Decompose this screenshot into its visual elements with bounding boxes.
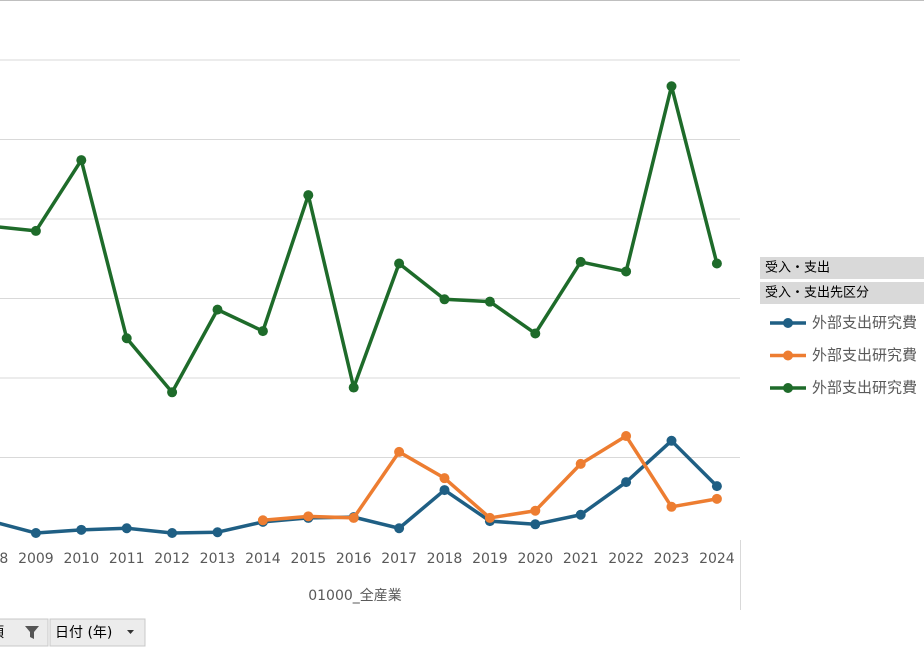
x-tick-label: 2024 (699, 551, 735, 567)
legend-label[interactable]: 外部支出研究費 (812, 314, 917, 332)
x-tick-label: 2009 (18, 551, 54, 567)
x-tick-label: 2010 (63, 551, 99, 567)
data-point (121, 333, 132, 344)
data-point (257, 326, 268, 337)
data-point (711, 258, 722, 269)
x-tick-label: 2017 (381, 551, 417, 567)
data-point (394, 446, 405, 457)
field-buttons: 項 日付 (年) (0, 618, 146, 647)
data-point (530, 505, 541, 516)
data-point (303, 511, 314, 522)
x-axis-title: 01000_全産業 (308, 587, 402, 604)
data-point (167, 528, 178, 539)
data-point (212, 527, 223, 538)
data-point (711, 493, 722, 504)
data-point (76, 524, 87, 535)
field-button[interactable] (0, 618, 49, 647)
data-point (530, 328, 541, 339)
legend-label[interactable]: 外部支出研究費 (812, 346, 917, 364)
data-point (575, 458, 586, 469)
x-tick-label: 2020 (517, 551, 553, 567)
x-tick-label: 2018 (427, 551, 463, 567)
data-point (394, 523, 405, 534)
x-tick-label: 2011 (109, 551, 145, 567)
data-point (439, 485, 450, 496)
field-button-label: 項 (0, 625, 4, 641)
dropdown-arrow (127, 630, 134, 634)
legend-header-bg (760, 257, 924, 279)
data-point (575, 509, 586, 520)
data-point (484, 512, 495, 523)
x-tick-label: 2012 (154, 551, 190, 567)
data-point (348, 512, 359, 523)
x-tick-label: 2016 (336, 551, 372, 567)
data-point (167, 387, 178, 398)
legend-marker (783, 350, 793, 361)
data-point (666, 435, 677, 446)
legend: 受入・支出 受入・支出先区分 (760, 257, 924, 304)
data-point (348, 382, 359, 393)
data-point (621, 431, 632, 442)
data-point (621, 266, 632, 277)
data-point (711, 481, 722, 492)
data-point (394, 258, 405, 269)
x-tick-label: 2022 (608, 551, 644, 567)
data-point (439, 473, 450, 484)
data-point (621, 477, 632, 488)
field-button[interactable] (49, 618, 146, 647)
data-point (30, 528, 41, 539)
legend-label[interactable]: 外部支出研究費 (812, 379, 917, 397)
data-point (30, 225, 41, 236)
legend-header-bg (760, 282, 924, 304)
x-tick-label: 2008 (0, 551, 8, 567)
x-tick-label: 2021 (563, 551, 599, 567)
data-point (666, 81, 677, 92)
x-tick-label: 2014 (245, 551, 281, 567)
legend-marker (783, 318, 793, 328)
data-point (575, 256, 586, 267)
field-button-label: 日付 (年) (55, 625, 112, 641)
legend-header[interactable]: 受入・支出先区分 (765, 286, 869, 301)
data-point (76, 155, 87, 166)
data-point (121, 523, 132, 534)
x-tick-label: 2023 (654, 551, 690, 567)
data-point (303, 190, 314, 201)
x-tick-label: 2019 (472, 551, 508, 567)
data-point (530, 519, 541, 530)
data-point (439, 294, 450, 305)
data-point (257, 515, 268, 526)
x-tick-label: 2015 (290, 551, 326, 567)
legend-header[interactable]: 受入・支出 (765, 261, 830, 276)
legend-marker (783, 383, 793, 393)
data-point (666, 501, 677, 512)
x-tick-label: 2013 (200, 551, 236, 567)
data-point (212, 304, 223, 315)
data-point (484, 296, 495, 307)
filter-icon (25, 626, 39, 639)
